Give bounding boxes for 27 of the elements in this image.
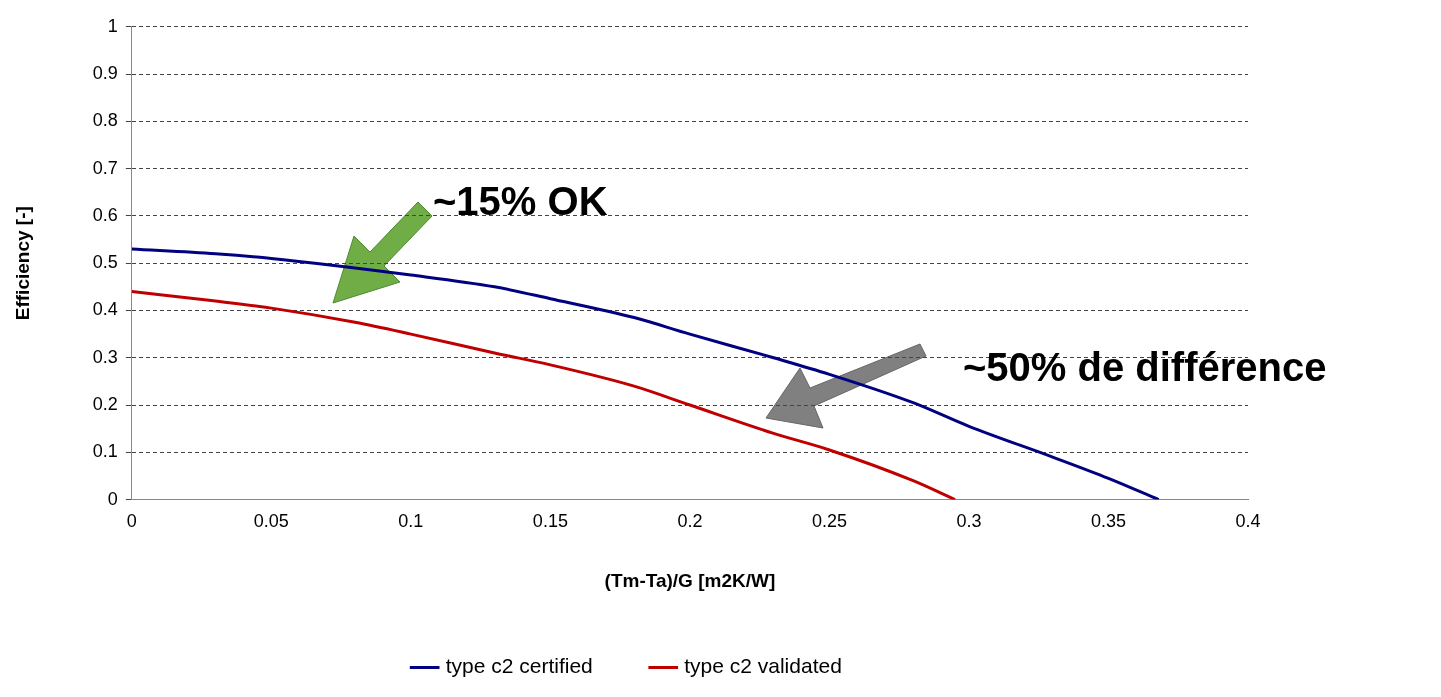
y-tick-label: 0.7 [92,157,118,178]
x-tick-label: 0 [126,511,137,532]
x-tick-label: 0.05 [253,511,289,532]
y-tick-label: 1 [107,15,118,36]
x-axis-title: (Tm-Ta)/G [m2K/W] [604,569,776,591]
line-series [131,290,957,500]
legend-label: type c2 certified [445,654,593,678]
x-tick-label: 0.35 [1090,511,1126,532]
y-tick-label: 0.5 [92,252,118,273]
x-tick-label: 0.25 [811,511,847,532]
annotation: ~15% OK [433,179,608,224]
y-tick-label: 0.3 [92,346,118,367]
x-tick-label: 0.2 [677,511,703,532]
x-tick-label: 0.1 [398,511,424,532]
y-tick-label: 0.2 [92,394,118,415]
y-tick-label: 0.9 [92,63,118,84]
y-axis-title: Efficiency [-] [11,206,33,321]
y-tick-label: 0.1 [92,441,118,462]
y-tick-label: 0.6 [92,204,118,225]
x-tick-label: 0.4 [1235,511,1261,532]
legend-label: type c2 validated [684,654,842,678]
y-tick-label: 0 [107,488,118,509]
x-tick-label: 0.3 [956,511,982,532]
y-tick-label: 0.8 [92,110,118,131]
annotation: ~50% de différence [963,345,1327,390]
x-tick-label: 0.15 [532,511,568,532]
y-tick-label: 0.4 [92,299,118,320]
